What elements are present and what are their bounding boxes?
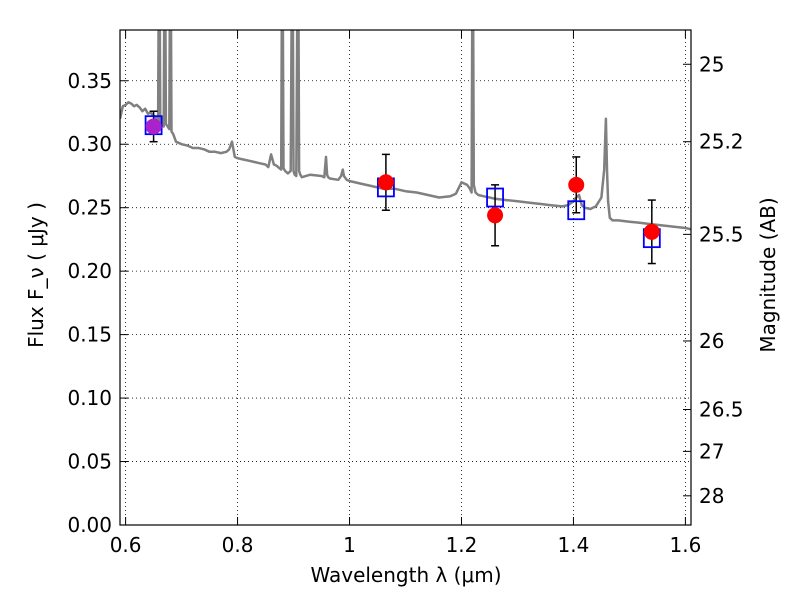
observed-point [487, 207, 504, 224]
model-photometry-square [567, 200, 586, 221]
data-points [144, 110, 661, 265]
y-tick-label: 0.15 [67, 323, 112, 347]
y-tick-label: 0.10 [67, 386, 112, 410]
observed-point [377, 174, 394, 191]
y-tick-labels: 0.00 0.05 0.10 0.15 0.20 0.25 0.30 0.35 [67, 69, 112, 537]
magnitude-tick-labels: 25 25.2 25.5 26 26.5 27 28 [699, 52, 744, 508]
grid [120, 30, 691, 526]
mag-tick-label: 25 [699, 52, 724, 76]
x-tick-label: 1.4 [558, 533, 590, 557]
model-spectrum [120, 30, 691, 231]
x-tick-label: 1.6 [669, 533, 701, 557]
x-axis-label: Wavelength λ (μm) [310, 563, 501, 587]
mag-tick-label: 27 [699, 439, 724, 463]
y-tick-label: 0.00 [67, 513, 112, 537]
model-spectrum-line [120, 30, 691, 231]
observed-point [643, 223, 660, 240]
tick-marks [120, 30, 691, 526]
y-tick-label: 0.25 [67, 196, 112, 220]
x-tick-label: 0.6 [110, 533, 142, 557]
mag-tick-label: 26.5 [699, 398, 744, 422]
mag-tick-label: 25.2 [699, 130, 744, 154]
x-tick-label: 1.2 [446, 533, 478, 557]
model-photometry-square [486, 187, 504, 208]
y-tick-label: 0.30 [67, 132, 112, 156]
x-tick-label: 1 [343, 533, 356, 557]
y-axis-label-right: Magnitude (AB) [756, 197, 780, 352]
mag-tick-label: 26 [699, 329, 724, 353]
observed-point [145, 118, 162, 135]
x-tick-labels: 0.6 0.8 1 1.2 1.4 1.6 [110, 533, 702, 557]
mag-tick-label: 28 [699, 484, 724, 508]
plot-frame [119, 29, 692, 526]
mag-tick-label: 25.5 [699, 222, 744, 246]
x-tick-label: 0.8 [222, 533, 254, 557]
observed-point [568, 176, 585, 193]
y-axis-label-left: Flux F_ν ( μJy ) [24, 202, 48, 348]
y-tick-label: 0.05 [67, 450, 112, 474]
y-tick-label: 0.20 [67, 259, 112, 283]
y-tick-label: 0.35 [67, 69, 112, 93]
